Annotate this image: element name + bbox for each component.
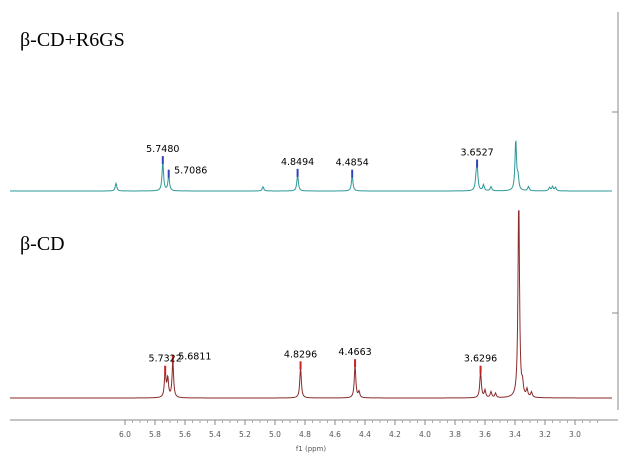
peak-label: 4.4663 xyxy=(338,347,371,358)
peak-label: 4.8296 xyxy=(284,349,317,360)
x-tick-label: 4.0 xyxy=(419,430,431,439)
x-tick-label: 4.8 xyxy=(299,430,311,439)
x-tick-label: 3.6 xyxy=(479,430,491,439)
x-tick-label: 5.8 xyxy=(149,430,161,439)
x-tick-label: 6.0 xyxy=(119,430,131,439)
series-line-b-cd-r6gs xyxy=(10,139,612,192)
peak-labels: 5.7480 5.7086 4.8494 4.4854 3.6527 5.73225.68… xyxy=(146,144,497,365)
x-ticks: 6.0 5.8 5.6 5.4 5.2 5.0 4.8 4.6 4.4 4.2 4.0 3.8 3.6 3… xyxy=(119,420,598,439)
x-tick-label: 4.4 xyxy=(359,430,371,439)
peak-label: 3.6296 xyxy=(464,354,497,365)
peak-label: 4.4854 xyxy=(336,158,369,169)
x-tick-label: 3.8 xyxy=(449,430,461,439)
x-tick-label: 5.2 xyxy=(239,430,251,439)
x-tick-label: 5.6 xyxy=(179,430,191,439)
series-label-bottom: β-CD xyxy=(20,233,65,255)
peak-label: 5.7086 xyxy=(174,166,207,177)
x-tick-label: 3.2 xyxy=(539,430,551,439)
peak-label: 5.7480 xyxy=(146,144,179,155)
x-tick-label: 3.4 xyxy=(509,430,521,439)
series-label-top: β-CD+R6GS xyxy=(20,29,125,51)
x-axis-title: f1 (ppm) xyxy=(296,445,327,453)
x-tick-label: 4.6 xyxy=(329,430,341,439)
x-tick-label: 5.0 xyxy=(269,430,281,439)
peak-markers xyxy=(161,156,482,374)
series-line-b-cd xyxy=(10,210,612,399)
x-tick-label: 5.4 xyxy=(209,430,221,439)
x-tick-label: 4.2 xyxy=(389,430,401,439)
x-tick-label: 3.0 xyxy=(569,430,581,439)
peak-label: 4.8494 xyxy=(281,157,314,168)
peak-label: 5.6811 xyxy=(178,352,211,363)
peak-label: 3.6527 xyxy=(460,148,493,159)
peak-label: 5.7322 xyxy=(149,354,182,365)
